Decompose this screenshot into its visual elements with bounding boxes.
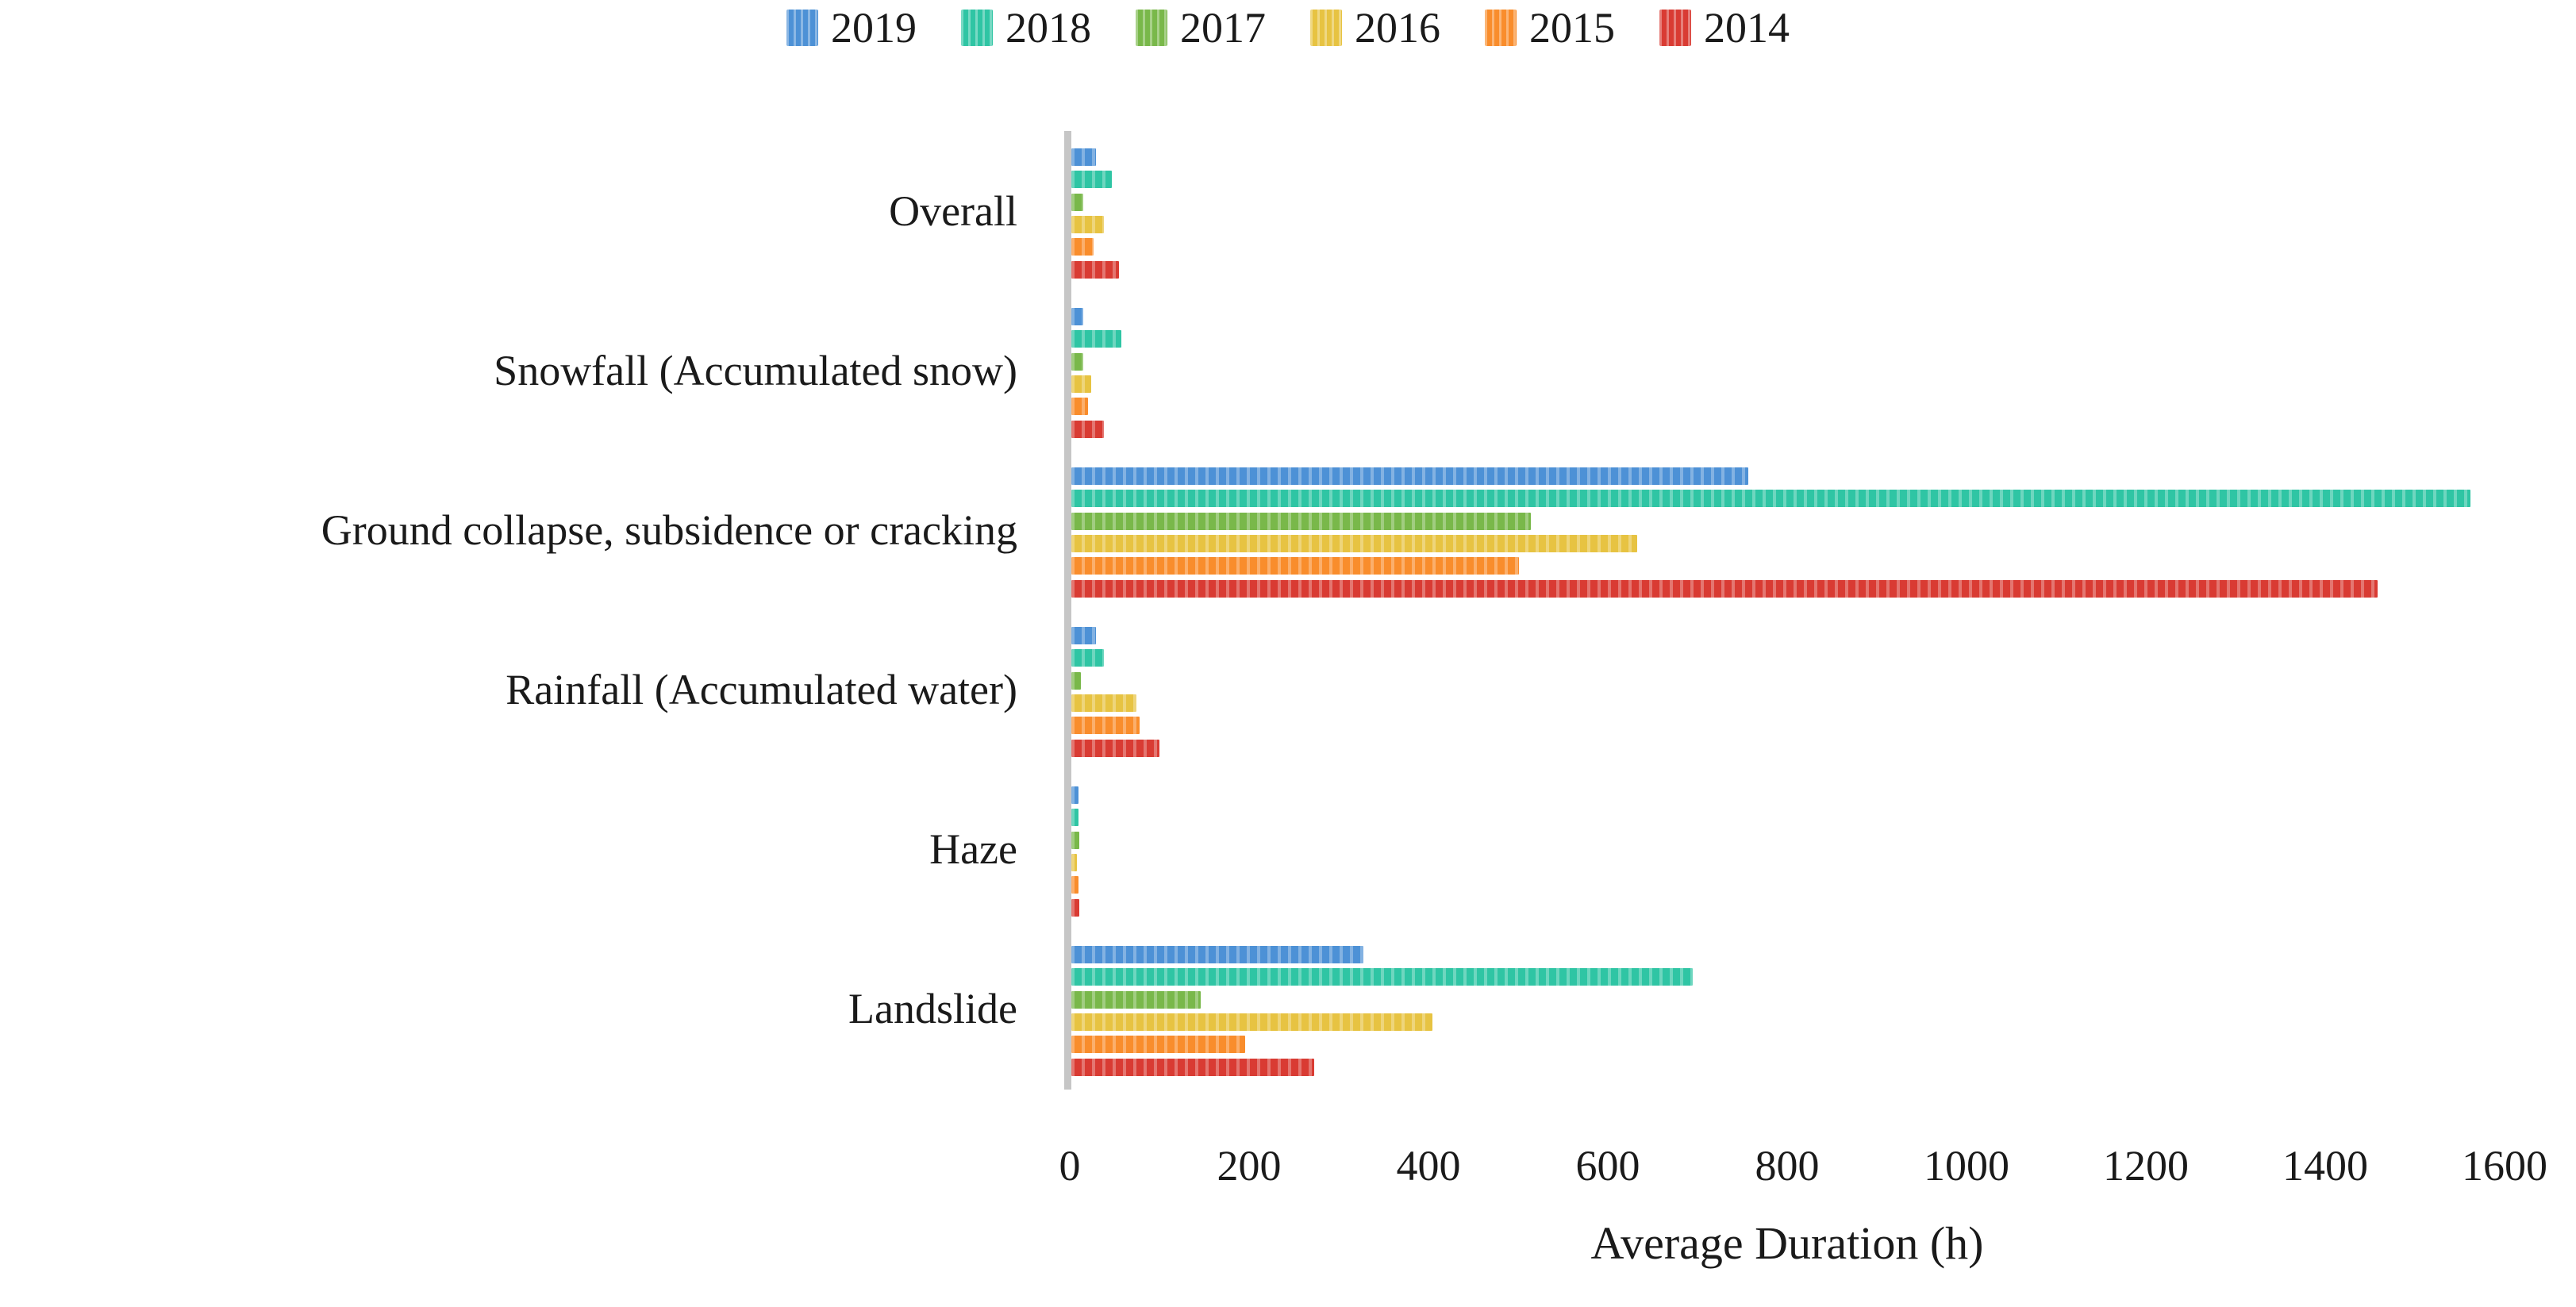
legend-label: 2019 xyxy=(831,4,917,52)
bar-2014 xyxy=(1071,421,1104,438)
bar-2017 xyxy=(1071,672,1081,690)
bar-2015 xyxy=(1071,557,1519,575)
category-label: Landslide xyxy=(848,984,1017,1032)
bar-2018 xyxy=(1071,968,1693,986)
bar-2015 xyxy=(1071,876,1078,894)
bar-2015 xyxy=(1071,398,1088,415)
bar-2016 xyxy=(1071,216,1104,233)
category-label: Haze xyxy=(929,825,1017,873)
bar-2019 xyxy=(1071,148,1096,166)
bar-2015 xyxy=(1071,1036,1245,1053)
legend-swatch-icon xyxy=(1136,10,1167,46)
bar-2017 xyxy=(1071,513,1531,530)
x-tick-label: 800 xyxy=(1755,1142,1820,1190)
x-tick-label: 1000 xyxy=(1924,1142,2009,1190)
bar-2019 xyxy=(1071,627,1096,644)
bar-2019 xyxy=(1071,467,1748,485)
bar-2018 xyxy=(1071,649,1104,667)
bar-2017 xyxy=(1071,194,1083,211)
category-label: Overall xyxy=(889,186,1017,235)
bar-2019 xyxy=(1071,308,1083,325)
bar-2019 xyxy=(1071,946,1363,963)
bar-2014 xyxy=(1071,261,1119,279)
legend-item-2015: 2015 xyxy=(1485,6,1615,49)
bar-2016 xyxy=(1071,375,1091,393)
legend-label: 2016 xyxy=(1355,4,1440,52)
x-tick-label: 1200 xyxy=(2103,1142,2189,1190)
x-tick-label: 0 xyxy=(1059,1142,1081,1190)
bar-2019 xyxy=(1071,786,1078,804)
bar-2018 xyxy=(1071,171,1112,188)
category-label: Snowfall (Accumulated snow) xyxy=(494,346,1017,394)
legend-swatch-icon xyxy=(1659,10,1691,46)
legend-swatch-icon xyxy=(1310,10,1342,46)
bar-2014 xyxy=(1071,899,1079,917)
bar-2015 xyxy=(1071,238,1094,256)
legend-swatch-icon xyxy=(1485,10,1517,46)
legend-item-2014: 2014 xyxy=(1659,6,1790,49)
bar-2014 xyxy=(1071,740,1159,757)
bar-2016 xyxy=(1071,1013,1432,1031)
legend: 2019 2018 2017 2016 2015 2014 xyxy=(0,6,2576,49)
legend-swatch-icon xyxy=(961,10,993,46)
y-axis-line xyxy=(1064,131,1071,1090)
bar-2016 xyxy=(1071,694,1136,712)
bar-2018 xyxy=(1071,490,2470,507)
legend-swatch-icon xyxy=(786,10,818,46)
legend-item-2019: 2019 xyxy=(786,6,917,49)
legend-label: 2018 xyxy=(1005,4,1091,52)
legend-item-2018: 2018 xyxy=(961,6,1091,49)
bar-2017 xyxy=(1071,353,1083,371)
bar-2018 xyxy=(1071,330,1121,348)
legend-label: 2017 xyxy=(1180,4,1266,52)
bar-2016 xyxy=(1071,535,1637,552)
x-tick-label: 1600 xyxy=(2462,1142,2547,1190)
x-tick-label: 600 xyxy=(1575,1142,1640,1190)
x-axis-title: Average Duration (h) xyxy=(1590,1217,1984,1269)
legend-label: 2014 xyxy=(1704,4,1790,52)
x-tick-label: 1400 xyxy=(2282,1142,2368,1190)
category-label: Ground collapse, subsidence or cracking xyxy=(321,506,1017,554)
bar-2014 xyxy=(1071,1059,1314,1076)
bar-2014 xyxy=(1071,580,2378,598)
bar-2016 xyxy=(1071,854,1077,871)
bar-2018 xyxy=(1071,809,1078,826)
legend-item-2016: 2016 xyxy=(1310,6,1440,49)
x-tick-label: 200 xyxy=(1217,1142,1282,1190)
bar-2017 xyxy=(1071,991,1201,1009)
bar-2017 xyxy=(1071,832,1079,849)
x-tick-label: 400 xyxy=(1396,1142,1461,1190)
category-label: Rainfall (Accumulated water) xyxy=(506,665,1017,713)
bar-2015 xyxy=(1071,717,1140,734)
legend-label: 2015 xyxy=(1529,4,1615,52)
legend-item-2017: 2017 xyxy=(1136,6,1266,49)
